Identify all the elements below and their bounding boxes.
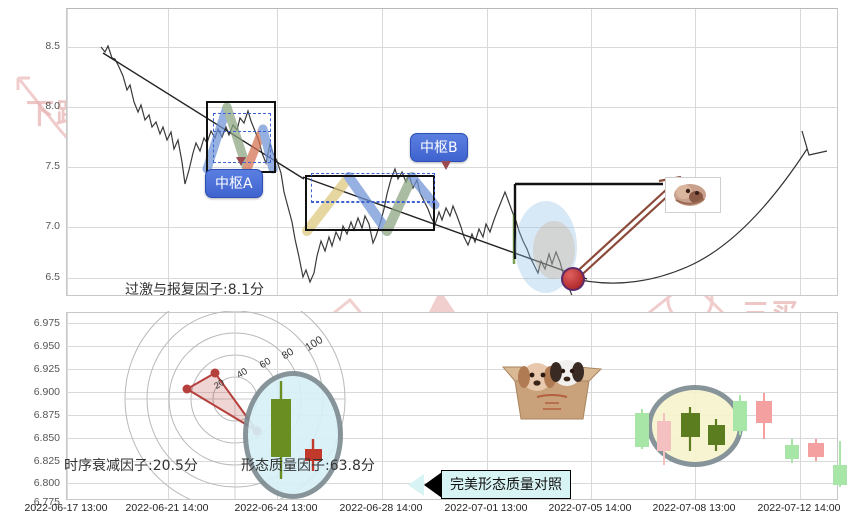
price-ytick-0: 8.5 [45, 40, 60, 52]
callout-label: 完美形态质量对照 [441, 470, 571, 499]
gridline-detail-x-6 [591, 313, 592, 499]
gridline-price-8.5 [67, 47, 837, 48]
right-candles-group [635, 393, 847, 487]
candle-r9 [833, 441, 847, 487]
gridline-detail-x-8 [800, 313, 801, 499]
candle-r4 [708, 419, 725, 451]
xtick-6: 2022-07-08 13:00 [652, 502, 736, 514]
pivot-a-badge-stem [236, 157, 246, 166]
detail-y-axis: 6.975 6.950 6.925 6.900 6.875 6.850 6.82… [0, 312, 60, 508]
pivot-b-strokes [302, 172, 440, 236]
price-ytick-1: 8.0 [45, 100, 60, 112]
pivot-b-zone-box [305, 175, 435, 231]
gridline-x-8 [800, 9, 801, 295]
xtick-3: 2022-06-28 14:00 [339, 502, 423, 514]
pivot-b-zone-dash [311, 173, 435, 203]
gridline-x-5 [487, 9, 488, 295]
price-ytick-3: 7.0 [45, 220, 60, 232]
xtick-1: 2022-06-21 14:00 [125, 502, 209, 514]
gridline-detail-x-5 [487, 313, 488, 499]
gridline-detail-x-2 [168, 313, 169, 499]
candle-r6 [756, 393, 772, 439]
gridline-x-3 [277, 9, 278, 295]
gridline-detail-0 [67, 323, 837, 324]
pivot-a-dash-mid [213, 131, 271, 132]
candle-r2 [657, 413, 671, 465]
candle-down-1 [305, 439, 322, 471]
pivot-a-badge[interactable]: 中枢A [205, 169, 263, 198]
gridline-price-7.5 [67, 167, 837, 168]
pivot-b-badge-stem [441, 161, 451, 170]
pivot-a-zone-dash [213, 113, 271, 163]
detail-ytick-3: 6.900 [33, 386, 60, 398]
pivot-b-badge[interactable]: 中枢B [410, 133, 468, 162]
forecast-curve [566, 148, 808, 284]
xtick-2: 2022-06-24 13:00 [234, 502, 318, 514]
factor-decay-label: 时序衰减因子:20.5分 [64, 458, 198, 474]
gridline-detail-4 [67, 415, 837, 416]
detail-ytick-5: 6.850 [33, 432, 60, 444]
sell-marker-dot [561, 267, 585, 291]
detail-ytick-0: 6.975 [33, 317, 60, 329]
detail-panel: 20 40 60 80 100 [64, 311, 847, 500]
candle-r7 [785, 439, 799, 463]
detail-ytick-7: 6.800 [33, 477, 60, 489]
gridline-detail-6 [67, 461, 837, 462]
gridline-detail-5 [67, 438, 837, 439]
factor-impulse-label: 过激与报复因子:8.1分 [125, 282, 264, 298]
detail-ytick-2: 6.925 [33, 363, 60, 375]
pattern-thumbnail-frame [665, 177, 721, 213]
perfect-pattern-callout[interactable]: 完美形态质量对照 [408, 470, 571, 499]
factor-quality-label: 形态质量因子:63.8分 [241, 458, 375, 474]
candle-r1 [635, 409, 649, 449]
puppies-box-image [501, 360, 603, 420]
pivot-b-dash-mid [311, 201, 435, 202]
x-axis: 2022-06-17 13:00 2022-06-21 14:00 2022-0… [0, 502, 854, 520]
candle-r3 [681, 407, 700, 451]
gridline-detail-1 [67, 346, 837, 347]
xtick-4: 2022-07-01 13:00 [444, 502, 528, 514]
price-polyline [100, 44, 573, 295]
detail-ytick-8: 6.775 [33, 496, 60, 508]
gridline-price-8.0 [67, 107, 837, 108]
price-panel: 中枢A 中枢B 过激与报复因子:8.1分 [66, 8, 838, 298]
detail-ytick-4: 6.875 [33, 409, 60, 421]
xtick-0: 2022-06-17 13:00 [24, 502, 108, 514]
pattern-thumbnail-icon [674, 184, 706, 206]
left-pattern-highlight [243, 371, 343, 499]
detail-ytick-6: 6.825 [33, 455, 60, 467]
gridline-detail-3 [67, 392, 837, 393]
price-ytick-2: 7.5 [45, 160, 60, 172]
downtrend-line-2 [302, 176, 588, 280]
gridline-x-6 [591, 9, 592, 295]
price-y-axis: 8.5 8.0 7.5 7.0 6.5 [0, 8, 60, 296]
candle-r5 [733, 395, 747, 435]
forecast-curve-cap [801, 130, 828, 156]
right-bracket [513, 182, 663, 259]
gridline-detail-2 [67, 369, 837, 370]
gridline-x-2 [168, 9, 169, 295]
gridline-price-6.5 [67, 278, 837, 279]
detail-ytick-1: 6.950 [33, 340, 60, 352]
gridline-detail-x-1 [67, 313, 68, 499]
candle-up-1 [271, 381, 291, 479]
radar-polygon [185, 371, 258, 432]
gridline-x-1 [67, 9, 68, 295]
xtick-7: 2022-07-12 14:00 [757, 502, 841, 514]
gridline-x-4 [382, 9, 383, 295]
gridline-x-7 [695, 9, 696, 295]
gridline-price-7.0 [67, 227, 837, 228]
candle-r8 [808, 439, 824, 461]
xtick-5: 2022-07-05 14:00 [548, 502, 632, 514]
price-ytick-4: 6.5 [45, 271, 60, 283]
left-pattern-candles [271, 381, 322, 479]
callout-arrow-icon [408, 471, 442, 498]
gridline-detail-x-4 [382, 313, 383, 499]
